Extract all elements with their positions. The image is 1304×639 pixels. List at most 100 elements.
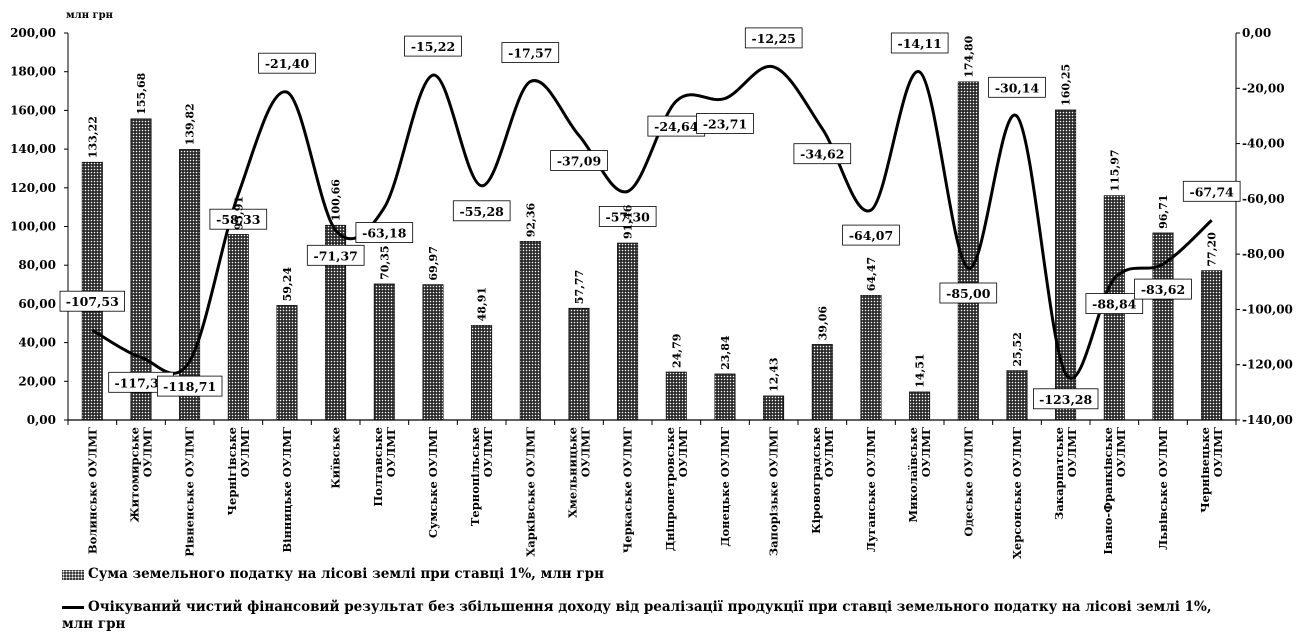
line-value-box	[452, 200, 511, 222]
line-value-text: -37,09	[557, 154, 601, 169]
category-label: Кіровоградське ОУЛМГ	[809, 427, 836, 534]
category-label-line: Вінницьке ОУЛМГ	[280, 427, 294, 553]
category-label: Сумське ОУЛМГ	[426, 427, 440, 538]
y-left-tick-label: 0,00	[27, 413, 56, 427]
category-label: Черкаське ОУЛМГ	[621, 427, 635, 553]
line-value-label: -17,57	[501, 42, 560, 63]
bar	[763, 395, 785, 421]
line-value-text: -14,11	[898, 36, 942, 51]
bar	[227, 234, 249, 421]
category-label-line: Чернігівське	[225, 427, 239, 515]
line-value-text: -12,25	[752, 31, 796, 46]
line-value-box	[890, 32, 949, 54]
bar	[617, 242, 639, 421]
category-label-line: ОУЛМГ	[822, 427, 836, 477]
category-label: Закарпатське ОУЛМГ	[1052, 427, 1079, 520]
line-value-box	[1085, 293, 1144, 315]
line-value-box	[988, 76, 1046, 98]
bar	[471, 325, 493, 421]
category-label: Запорізьке ОУЛМГ	[767, 427, 781, 556]
category-label-line: Хмельницьке	[566, 427, 580, 518]
category-label-line: Херсонське ОУЛМГ	[1010, 427, 1024, 559]
line-value-label: -14,11	[890, 32, 949, 54]
bar-value-label: 23,84	[719, 335, 732, 370]
line-value-text: -83,62	[1141, 282, 1185, 297]
category-label-line: Сумське ОУЛМГ	[426, 427, 440, 538]
line-value-box	[1033, 388, 1099, 410]
line-value-box	[598, 205, 657, 227]
line-value-box	[744, 27, 803, 49]
bar	[714, 373, 736, 421]
category-label: Донецьке ОУЛМГ	[718, 427, 732, 547]
bar	[276, 305, 298, 421]
y-left-tick-label: 100,00	[10, 220, 56, 234]
bar	[1201, 270, 1223, 421]
category-label: Тернопільське ОУЛМГ	[468, 427, 495, 526]
bar-value-label: 91,46	[622, 204, 635, 239]
category-label-line: Київське	[329, 427, 343, 489]
bar	[519, 241, 541, 421]
line-value-text: -30,14	[995, 80, 1040, 95]
line-series	[91, 64, 1213, 380]
category-label-line: ОУЛМГ	[676, 427, 690, 477]
chart-area: млн грн 0,00 20,00 40,00 60,00 80,00 100,00 12…	[10, 10, 1293, 559]
y-right-tick-label: 0,00	[1242, 26, 1271, 40]
category-label-line: Запорізьке ОУЛМГ	[767, 427, 781, 556]
line-value-box	[1182, 180, 1241, 202]
legend: Сума земельного податку на лісові землі …	[62, 566, 1302, 636]
legend-item-line: Очікуваний чистий фінансовий результат б…	[62, 599, 1212, 616]
category-label-line: Одеське ОУЛМГ	[961, 427, 975, 537]
category-label-line: Миколаївське	[906, 427, 920, 523]
legend-line-text-2: млн грн	[62, 616, 126, 632]
category-label: Чернівецьке ОУЛМГ	[1198, 427, 1225, 513]
category-label: Хмельницьке ОУЛМГ	[566, 427, 593, 518]
legend-bar-text: Сума земельного податку на лісові землі …	[88, 566, 604, 582]
category-label-line: Львівське ОУЛМГ	[1156, 427, 1170, 550]
category-label: Одеське ОУЛМГ	[961, 427, 975, 537]
line-value-text: -64,07	[849, 228, 893, 243]
line-value-text: -57,30	[606, 209, 651, 224]
line-value-box	[156, 375, 223, 397]
category-label: Херсонське ОУЛМГ	[1010, 427, 1024, 559]
line-value-label: -118,71	[156, 375, 223, 397]
bar-value-label: 92,36	[524, 203, 537, 238]
y-left-tick-label: 160,00	[10, 103, 56, 117]
line-value-box	[404, 35, 462, 57]
bar-value-label: 14,51	[914, 353, 927, 387]
bar-value-label: 100,66	[330, 179, 343, 221]
bar	[1006, 370, 1028, 421]
bar-value-label: 133,22	[86, 116, 99, 158]
line-value-text: -15,22	[411, 39, 455, 54]
bar-value-label: 70,35	[378, 245, 391, 279]
line-value-label: -12,25	[744, 27, 803, 49]
line-value-text: -21,40	[265, 56, 310, 71]
legend-swatch-bar	[62, 569, 84, 580]
category-label: Волинське ОУЛМГ	[85, 427, 99, 554]
line-value-box	[939, 282, 998, 304]
category-label: Вінницьке ОУЛМГ	[280, 427, 294, 553]
line-value-label: -64,07	[842, 224, 900, 246]
category-label-line: Чернівецьке	[1198, 427, 1212, 513]
category-label-line: Житомирське	[128, 427, 142, 522]
legend-swatch-line	[62, 606, 84, 609]
bar-value-label: 25,52	[1011, 332, 1024, 366]
category-label: Рівненське ОУЛМГ	[183, 427, 197, 557]
line-value-label: -34,62	[793, 143, 852, 165]
line-value-text: -55,28	[460, 204, 505, 219]
y-left-tick-label: 180,00	[10, 65, 56, 79]
bar-value-label: 160,25	[1060, 64, 1073, 106]
line-value-box	[59, 290, 125, 312]
legend-line-text: Очікуваний чистий фінансовий результат б…	[88, 599, 1212, 615]
line-value-label: -24,64	[647, 115, 706, 137]
category-label-line: Донецьке ОУЛМГ	[718, 427, 732, 547]
y-left-tick-label: 80,00	[18, 258, 56, 272]
line-value-label: -88,84	[1085, 293, 1144, 315]
bar	[665, 371, 687, 421]
line-value-box	[258, 52, 316, 74]
line-value-text: -71,37	[314, 248, 358, 263]
line-value-text: -117,31	[114, 375, 167, 390]
category-label: Полтавське ОУЛМГ	[371, 427, 398, 507]
bar-value-label: 69,97	[427, 246, 440, 280]
line-value-label: -57,30	[598, 205, 657, 227]
line-value-label: -58,33	[209, 208, 268, 230]
